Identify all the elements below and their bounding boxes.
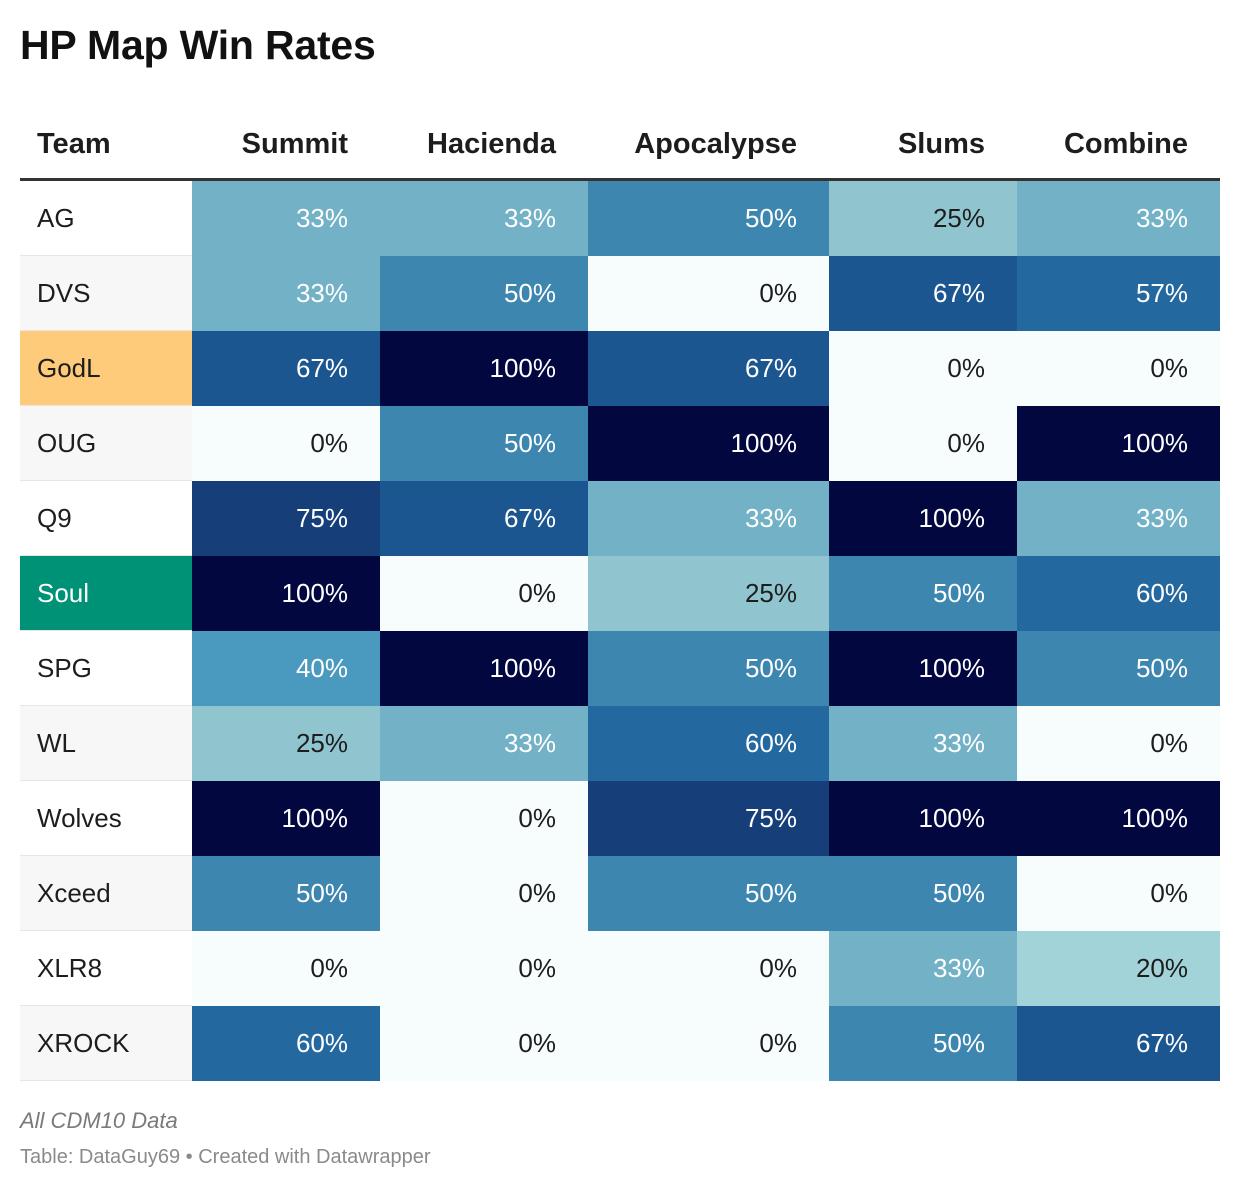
value-cell-ag-combine: 33% [1017, 179, 1220, 256]
value-cell-oug-combine: 100% [1017, 405, 1220, 481]
value-cell-wolves-combine: 100% [1017, 780, 1220, 856]
value-cell-spg-hacienda: 100% [380, 630, 588, 706]
value-cell-wl-combine: 0% [1017, 705, 1220, 781]
table-row: WL 25% 33% 60% 33% 0% [20, 705, 1220, 781]
value-cell-oug-hacienda: 50% [380, 405, 588, 481]
value-cell-xceed-hacienda: 0% [380, 855, 588, 931]
value-cell-oug-summit: 0% [192, 405, 380, 481]
heatmap-table: Team Summit Hacienda Apocalypse Slums Combine… [20, 110, 1220, 1081]
value-cell-xceed-apocalypse: 50% [588, 855, 829, 931]
team-cell-godl: GodL [20, 330, 192, 406]
value-cell-soul-combine: 60% [1017, 555, 1220, 631]
value-cell-xlr8-summit: 0% [192, 930, 380, 1006]
team-cell-xlr8: XLR8 [20, 930, 192, 1006]
table-header-row: Team Summit Hacienda Apocalypse Slums Combine [20, 110, 1220, 181]
value-cell-spg-summit: 40% [192, 630, 380, 706]
column-header-slums[interactable]: Slums [829, 110, 1017, 181]
value-cell-xrock-summit: 60% [192, 1005, 380, 1081]
table-row: Xceed 50% 0% 50% 50% 0% [20, 855, 1220, 931]
value-cell-xrock-apocalypse: 0% [588, 1005, 829, 1081]
value-cell-xceed-slums: 50% [829, 855, 1017, 931]
value-cell-wl-hacienda: 33% [380, 705, 588, 781]
value-cell-wolves-apocalypse: 75% [588, 780, 829, 856]
column-header-hacienda[interactable]: Hacienda [380, 110, 588, 181]
value-cell-godl-summit: 67% [192, 330, 380, 406]
value-cell-soul-apocalypse: 25% [588, 555, 829, 631]
value-cell-wl-apocalypse: 60% [588, 705, 829, 781]
chart-title: HP Map Win Rates [20, 22, 376, 68]
column-header-team[interactable]: Team [20, 110, 192, 181]
value-cell-q9-apocalypse: 33% [588, 480, 829, 556]
table-row: AG 33% 33% 50% 25% 33% [20, 179, 1220, 256]
value-cell-ag-slums: 25% [829, 179, 1017, 256]
team-cell-dvs: DVS [20, 255, 192, 331]
value-cell-soul-slums: 50% [829, 555, 1017, 631]
table-row: DVS 33% 50% 0% 67% 57% [20, 255, 1220, 331]
value-cell-q9-summit: 75% [192, 480, 380, 556]
team-cell-q9: Q9 [20, 480, 192, 556]
value-cell-xlr8-apocalypse: 0% [588, 930, 829, 1006]
value-cell-wolves-summit: 100% [192, 780, 380, 856]
value-cell-oug-apocalypse: 100% [588, 405, 829, 481]
value-cell-dvs-hacienda: 50% [380, 255, 588, 331]
value-cell-spg-slums: 100% [829, 630, 1017, 706]
value-cell-xlr8-combine: 20% [1017, 930, 1220, 1006]
value-cell-q9-slums: 100% [829, 480, 1017, 556]
footer-source: Table: DataGuy69 • Created with Datawrap… [20, 1146, 431, 1168]
value-cell-godl-apocalypse: 67% [588, 330, 829, 406]
column-header-combine[interactable]: Combine [1017, 110, 1220, 181]
column-header-apocalypse[interactable]: Apocalypse [588, 110, 829, 181]
table-row: Soul 100% 0% 25% 50% 60% [20, 555, 1220, 631]
team-cell-soul: Soul [20, 555, 192, 631]
value-cell-godl-combine: 0% [1017, 330, 1220, 406]
value-cell-godl-slums: 0% [829, 330, 1017, 406]
value-cell-xceed-combine: 0% [1017, 855, 1220, 931]
value-cell-dvs-slums: 67% [829, 255, 1017, 331]
value-cell-oug-slums: 0% [829, 405, 1017, 481]
heatmap-table-container: Team Summit Hacienda Apocalypse Slums Combine… [20, 110, 1220, 1081]
table-row: OUG 0% 50% 100% 0% 100% [20, 405, 1220, 481]
table-row: XROCK 60% 0% 0% 50% 67% [20, 1005, 1220, 1081]
column-header-summit[interactable]: Summit [192, 110, 380, 181]
value-cell-xrock-slums: 50% [829, 1005, 1017, 1081]
value-cell-ag-hacienda: 33% [380, 179, 588, 256]
table-row: Wolves 100% 0% 75% 100% 100% [20, 780, 1220, 856]
team-cell-ag: AG [20, 179, 192, 256]
value-cell-dvs-summit: 33% [192, 255, 380, 331]
team-cell-spg: SPG [20, 630, 192, 706]
value-cell-spg-apocalypse: 50% [588, 630, 829, 706]
table-row: SPG 40% 100% 50% 100% 50% [20, 630, 1220, 706]
value-cell-wolves-hacienda: 0% [380, 780, 588, 856]
value-cell-dvs-combine: 57% [1017, 255, 1220, 331]
value-cell-spg-combine: 50% [1017, 630, 1220, 706]
value-cell-godl-hacienda: 100% [380, 330, 588, 406]
value-cell-soul-hacienda: 0% [380, 555, 588, 631]
table-row: XLR8 0% 0% 0% 33% 20% [20, 930, 1220, 1006]
footer-note: All CDM10 Data [20, 1108, 178, 1133]
value-cell-ag-summit: 33% [192, 179, 380, 256]
value-cell-wolves-slums: 100% [829, 780, 1017, 856]
value-cell-xlr8-slums: 33% [829, 930, 1017, 1006]
value-cell-q9-hacienda: 67% [380, 480, 588, 556]
value-cell-ag-apocalypse: 50% [588, 179, 829, 256]
team-cell-xrock: XROCK [20, 1005, 192, 1081]
value-cell-xrock-combine: 67% [1017, 1005, 1220, 1081]
table-row: Q9 75% 67% 33% 100% 33% [20, 480, 1220, 556]
team-cell-xceed: Xceed [20, 855, 192, 931]
value-cell-xlr8-hacienda: 0% [380, 930, 588, 1006]
team-cell-wl: WL [20, 705, 192, 781]
value-cell-q9-combine: 33% [1017, 480, 1220, 556]
table-body: AG 33% 33% 50% 25% 33% DVS 33% 50% 0% 67% 57% GodL 67… [20, 179, 1220, 1081]
team-cell-wolves: Wolves [20, 780, 192, 856]
value-cell-wl-summit: 25% [192, 705, 380, 781]
value-cell-xceed-summit: 50% [192, 855, 380, 931]
team-cell-oug: OUG [20, 405, 192, 481]
value-cell-dvs-apocalypse: 0% [588, 255, 829, 331]
table-row: GodL 67% 100% 67% 0% 0% [20, 330, 1220, 406]
value-cell-soul-summit: 100% [192, 555, 380, 631]
value-cell-wl-slums: 33% [829, 705, 1017, 781]
value-cell-xrock-hacienda: 0% [380, 1005, 588, 1081]
